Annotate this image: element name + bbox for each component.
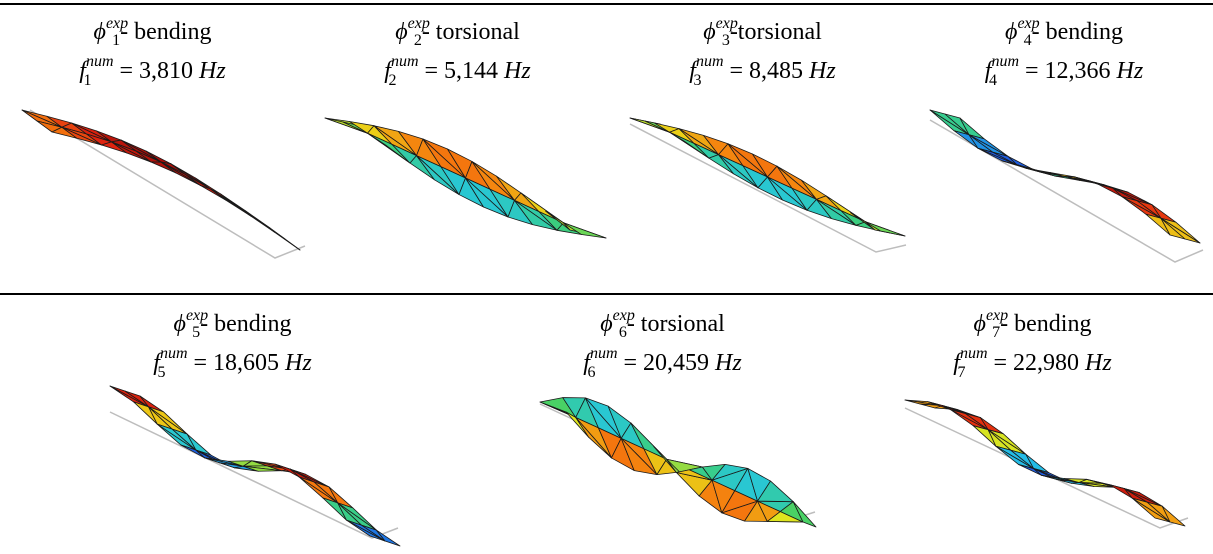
mode-type-label: - torsional <box>421 19 520 45</box>
mode-shape-mesh-7 <box>904 399 1189 529</box>
mode-type-label: - bending <box>1031 19 1123 45</box>
mode-title: ϕexp4- bending <box>1005 15 1123 49</box>
table-top-rule <box>0 3 1213 5</box>
mode-title: ϕexp2- torsional <box>395 15 520 49</box>
mode-panel-4: ϕexp4- bending fnum4 = 12,366 Hz <box>915 4 1213 292</box>
mode-frequency: fnum4 = 12,366 Hz <box>984 53 1144 89</box>
mode-shape-mesh-4 <box>929 109 1204 263</box>
mode-type-label: - bending <box>1000 311 1092 337</box>
mode-frequency: fnum2 = 5,144 Hz <box>384 53 531 89</box>
mode-type-label: -torsional <box>729 19 822 45</box>
mode-title: ϕexp1- bending <box>93 15 212 49</box>
mode-panel-5: ϕexp5- bending fnum5 = 18,605 Hz <box>80 296 385 554</box>
mode-frequency: fnum7 = 22,980 Hz <box>953 345 1112 381</box>
mode-title: ϕexp6- torsional <box>600 307 725 341</box>
mode-title: ϕexp5- bending <box>173 307 292 341</box>
mode-shape-mesh-1 <box>21 109 306 259</box>
mode-shape-mesh-5 <box>109 385 401 547</box>
mode-panel-1: ϕexp1- bending fnum1 = 3,810 Hz <box>0 4 305 292</box>
mode-shape-mesh-3 <box>629 117 907 253</box>
mode-frequency: fnum3 = 8,485 Hz <box>689 53 836 89</box>
mode-type-label: - torsional <box>626 311 725 337</box>
mode-title: ϕexp7- bending <box>973 307 1092 341</box>
mode-shape-mesh-6 <box>539 397 817 528</box>
mode-panel-2: ϕexp2- torsional fnum2 = 5,144 Hz <box>305 4 610 292</box>
mode-type-label: - bending <box>200 311 292 337</box>
mode-title: ϕexp3-torsional <box>703 15 822 49</box>
mode-frequency: fnum6 = 20,459 Hz <box>583 345 742 381</box>
mode-panel-3: ϕexp3-torsional fnum3 = 8,485 Hz <box>610 4 915 292</box>
mode-frequency: fnum1 = 3,810 Hz <box>79 53 226 89</box>
mode-panel-6: ϕexp6- torsional fnum6 = 20,459 Hz <box>510 296 815 554</box>
mode-type-label: - bending <box>120 19 212 45</box>
mode-frequency: fnum5 = 18,605 Hz <box>153 345 312 381</box>
mode-shape-mesh-2 <box>324 117 607 239</box>
row-divider-rule <box>0 293 1213 295</box>
mode-panel-7: ϕexp7- bending fnum7 = 22,980 Hz <box>880 296 1185 554</box>
